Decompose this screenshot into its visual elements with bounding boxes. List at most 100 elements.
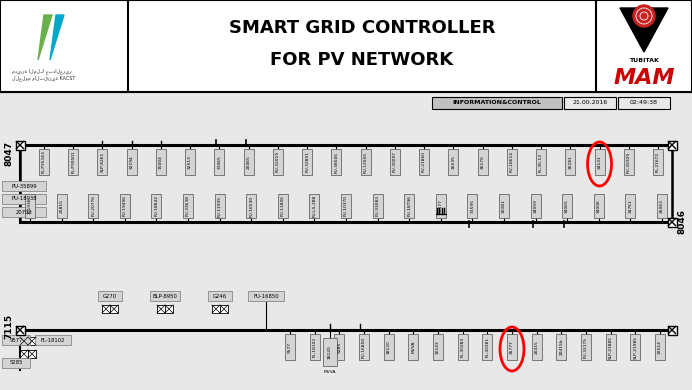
Bar xyxy=(477,149,488,175)
Bar xyxy=(0,0,692,92)
Bar xyxy=(2,181,46,191)
Bar xyxy=(20,337,28,345)
Bar xyxy=(457,334,468,360)
Bar xyxy=(39,149,49,175)
Text: مدينة الملك عبدالعزيز: مدينة الملك عبدالعزيز xyxy=(12,68,72,74)
Text: FU-21860: FU-21860 xyxy=(422,151,426,172)
Bar xyxy=(531,194,540,218)
Bar xyxy=(150,291,180,301)
Bar xyxy=(499,194,509,218)
Bar xyxy=(20,350,28,358)
Text: FU-32175: FU-32175 xyxy=(584,337,588,358)
Bar xyxy=(212,305,220,313)
Bar xyxy=(657,194,667,218)
Text: 20465: 20465 xyxy=(246,155,251,169)
Text: 25815: 25815 xyxy=(60,199,64,213)
Bar xyxy=(0,0,128,92)
Text: FL-36-13: FL-36-13 xyxy=(539,152,543,172)
Bar xyxy=(419,149,429,175)
Text: 31577: 31577 xyxy=(439,199,443,213)
Bar xyxy=(668,140,677,149)
Text: INFORMATION&CONTROL: INFORMATION&CONTROL xyxy=(453,101,541,106)
Bar xyxy=(581,334,591,360)
Bar xyxy=(668,326,677,335)
Text: TUBITAK: TUBITAK xyxy=(629,58,659,63)
Bar xyxy=(359,334,369,360)
Text: 8046: 8046 xyxy=(677,209,686,234)
Text: 5285: 5285 xyxy=(9,360,23,365)
Text: MVVA: MVVA xyxy=(411,341,415,353)
Bar xyxy=(482,334,492,360)
Bar xyxy=(25,194,35,218)
Bar xyxy=(309,194,320,218)
Bar xyxy=(404,194,415,218)
Bar xyxy=(334,334,345,360)
Text: 20703: 20703 xyxy=(16,209,33,214)
Bar xyxy=(309,334,320,360)
Bar xyxy=(467,194,477,218)
Bar xyxy=(208,291,232,301)
Text: FU-11935: FU-11935 xyxy=(217,195,221,216)
Text: 7115: 7115 xyxy=(5,314,14,339)
Text: 30514: 30514 xyxy=(658,340,662,354)
Bar xyxy=(507,334,517,360)
Bar xyxy=(606,334,616,360)
Text: PU-18938: PU-18938 xyxy=(11,197,37,202)
Text: FU-19496: FU-19496 xyxy=(122,195,127,216)
Text: 30081: 30081 xyxy=(502,199,506,213)
Bar xyxy=(69,149,78,175)
Bar xyxy=(331,149,341,175)
Bar xyxy=(433,334,443,360)
Text: 34059: 34059 xyxy=(534,199,538,213)
Text: 8047: 8047 xyxy=(5,140,14,166)
Bar xyxy=(2,207,46,217)
Bar xyxy=(372,194,383,218)
Text: 34761: 34761 xyxy=(628,199,632,213)
Text: 34065: 34065 xyxy=(565,199,570,213)
Bar xyxy=(630,334,640,360)
Text: 31065: 31065 xyxy=(217,155,221,169)
Text: 15004: 15004 xyxy=(159,155,163,169)
Text: FL-30283: FL-30283 xyxy=(461,337,464,357)
Text: FU-16850: FU-16850 xyxy=(362,337,366,358)
Text: FL-P30001: FL-P30001 xyxy=(71,151,75,174)
Bar xyxy=(361,149,371,175)
Polygon shape xyxy=(620,8,668,52)
Bar xyxy=(98,149,107,175)
Text: FL-18102: FL-18102 xyxy=(41,337,65,342)
Text: SLP-21985: SLP-21985 xyxy=(633,335,637,358)
Text: FL-18102: FL-18102 xyxy=(313,337,317,357)
Text: FU-35929: FU-35929 xyxy=(627,151,631,172)
Bar xyxy=(15,326,24,335)
Text: SLP-21885: SLP-21885 xyxy=(609,335,612,358)
Bar xyxy=(273,149,283,175)
Text: MVVA: MVVA xyxy=(324,370,336,374)
Text: FU-32019: FU-32019 xyxy=(276,151,280,172)
Text: FU-11806: FU-11806 xyxy=(281,195,285,216)
Bar xyxy=(57,194,66,218)
Text: FU-33083: FU-33083 xyxy=(376,195,380,216)
Polygon shape xyxy=(50,15,64,60)
Bar xyxy=(323,338,337,366)
Bar xyxy=(594,149,605,175)
Text: 10143: 10143 xyxy=(436,340,440,354)
Bar xyxy=(2,194,46,204)
Bar xyxy=(98,291,122,301)
Bar xyxy=(556,334,566,360)
Bar xyxy=(185,149,195,175)
Text: FU-18796: FU-18796 xyxy=(407,195,411,216)
Bar xyxy=(623,149,634,175)
Bar xyxy=(341,194,351,218)
Bar xyxy=(594,194,604,218)
Bar xyxy=(618,97,670,109)
Text: FU-10370: FU-10370 xyxy=(344,195,348,216)
Text: 9577: 9577 xyxy=(9,337,23,342)
Bar xyxy=(215,149,224,175)
Text: SMART GRID CONTROLLER: SMART GRID CONTROLLER xyxy=(229,19,495,37)
Text: 02:49:38: 02:49:38 xyxy=(630,101,658,106)
Text: FOR PV NETWORK: FOR PV NETWORK xyxy=(271,51,453,69)
Bar xyxy=(248,291,284,301)
Text: 21.00.2016: 21.00.2016 xyxy=(572,101,608,106)
Polygon shape xyxy=(38,15,52,60)
Text: FU-32801: FU-32801 xyxy=(305,151,309,172)
